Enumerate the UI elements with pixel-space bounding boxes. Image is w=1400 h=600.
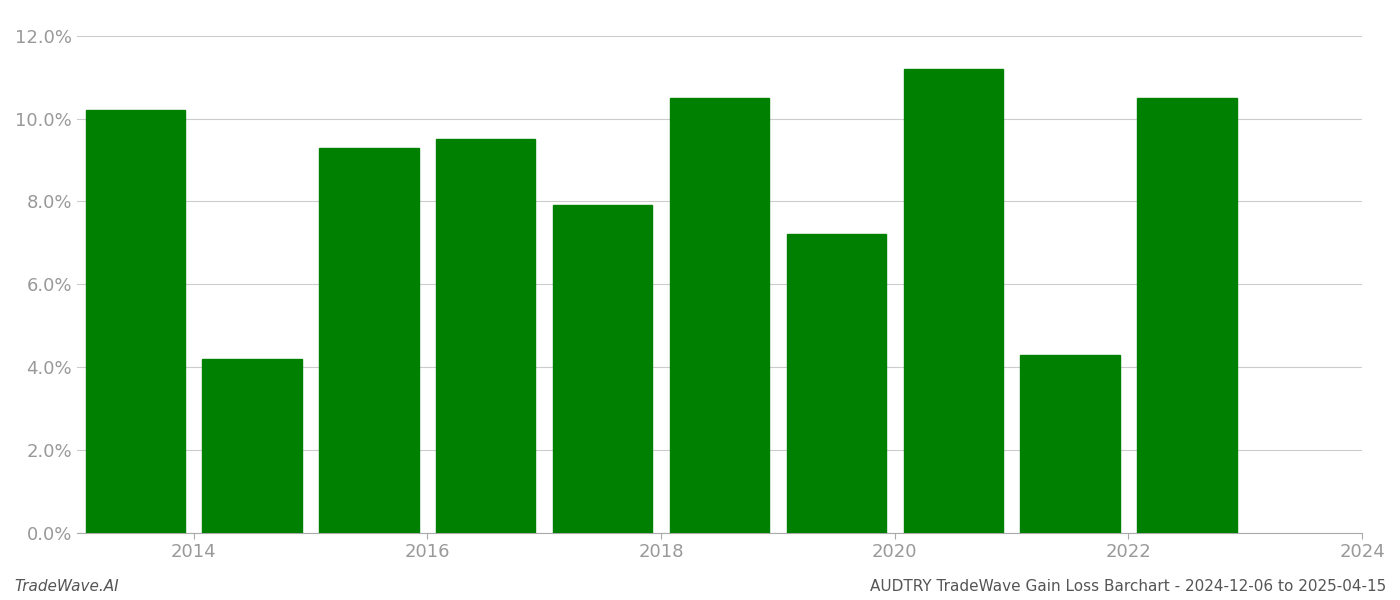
Text: AUDTRY TradeWave Gain Loss Barchart - 2024-12-06 to 2025-04-15: AUDTRY TradeWave Gain Loss Barchart - 20… bbox=[869, 579, 1386, 594]
Bar bbox=[787, 235, 886, 533]
Bar bbox=[553, 205, 652, 533]
Bar bbox=[1021, 355, 1120, 533]
Bar bbox=[437, 139, 535, 533]
Bar bbox=[903, 69, 1002, 533]
Bar bbox=[669, 98, 769, 533]
Bar bbox=[85, 110, 185, 533]
Bar bbox=[203, 359, 302, 533]
Bar bbox=[319, 148, 419, 533]
Text: TradeWave.AI: TradeWave.AI bbox=[14, 579, 119, 594]
Bar bbox=[1137, 98, 1236, 533]
